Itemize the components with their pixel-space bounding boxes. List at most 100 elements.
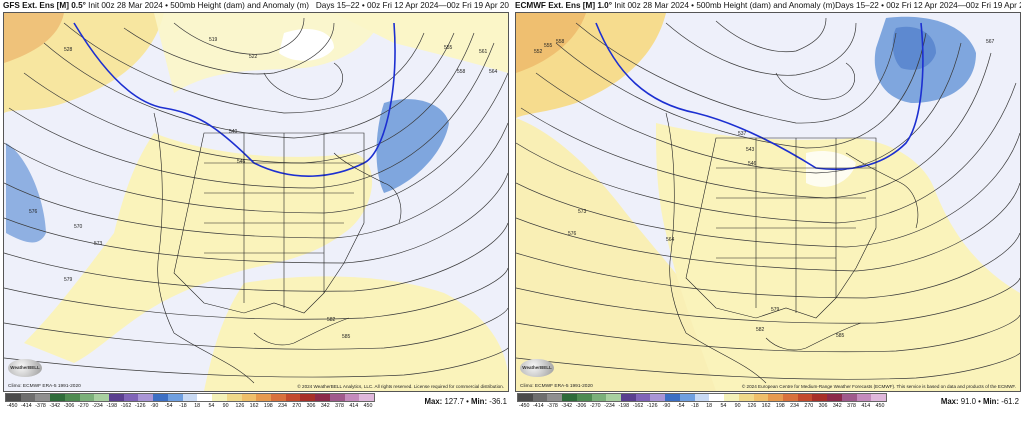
climo-note: Climo: ECMWF ERA-5 1991-2020 <box>520 384 593 389</box>
color-scale-label: -198 <box>618 403 630 409</box>
color-scale-bar <box>517 393 887 402</box>
contour-label: 570 <box>74 224 83 230</box>
color-scale-label: -270 <box>77 403 89 409</box>
color-swatch <box>650 394 666 401</box>
color-swatch <box>856 394 872 401</box>
color-swatch <box>827 394 842 401</box>
color-scale-label: 198 <box>263 403 273 409</box>
color-scale-label: 234 <box>790 403 799 409</box>
color-swatch <box>153 394 168 401</box>
color-swatch <box>109 394 124 401</box>
color-scale-label: 234 <box>278 403 287 409</box>
color-scale-label: -234 <box>92 403 103 409</box>
contour-label: 546 <box>748 161 757 167</box>
contour-label: 573 <box>578 209 587 215</box>
color-scale-label: -90 <box>150 403 159 409</box>
color-scale-label: 270 <box>804 403 814 409</box>
color-swatch <box>738 394 754 401</box>
gfs-panel: GFS Ext. Ens [M] 0.5° Init 00z 28 Mar 20… <box>3 0 509 421</box>
color-swatch <box>532 394 548 401</box>
color-swatch <box>871 394 886 401</box>
contour-label: 522 <box>249 54 258 60</box>
color-swatch <box>591 394 607 401</box>
color-scale: -450 -414 -378 -342 -306 -270 -234 -198 -162 -126… <box>517 393 887 409</box>
ecmwf-panel: ECMWF Ext. Ens [M] 1.0° Init 00z 28 Mar … <box>515 0 1021 421</box>
color-swatch <box>694 394 710 401</box>
color-swatch <box>724 394 739 401</box>
color-swatch <box>621 394 636 401</box>
contour-label: 543 <box>746 147 755 153</box>
contour-label: 579 <box>64 277 73 283</box>
contour-label: 585 <box>836 333 845 339</box>
color-scale-label: -126 <box>646 403 658 409</box>
contour-label: 576 <box>29 209 38 215</box>
color-swatch <box>547 394 563 401</box>
climo-note: Climo: ECMWF ERA-5 1991-2020 <box>8 384 81 389</box>
contour-label: 561 <box>479 49 488 55</box>
color-swatch <box>576 394 592 401</box>
color-scale-label: 162 <box>249 403 259 409</box>
color-scale-label: 306 <box>306 403 316 409</box>
color-swatch <box>679 394 695 401</box>
color-scale-label: 126 <box>235 403 245 409</box>
copyright-note: © 2024 European Centre for Medium-Range … <box>741 384 1016 389</box>
color-swatch <box>841 394 857 401</box>
weatherbell-logo: WeatherBELL <box>8 359 42 377</box>
color-scale-label: -54 <box>164 403 173 409</box>
color-scale: -450 -414 -378 -342 -306 -270 -234 -198 -162 -126… <box>5 393 375 409</box>
color-swatch <box>782 394 798 401</box>
copyright-note: © 2024 WeatherBELL Analytics, LLC. All r… <box>297 384 504 389</box>
color-swatch <box>256 394 271 401</box>
contour-label: 558 <box>457 69 466 75</box>
color-scale-label: 18 <box>706 403 713 409</box>
color-scale-label: -342 <box>49 403 61 409</box>
color-scale-labels: -450 -414 -378 -342 -306 -270 -234 -198 -162 -126… <box>5 403 375 409</box>
color-scale-label: -450 <box>518 403 530 409</box>
contour-label: 558 <box>556 39 565 45</box>
contour-label: 555 <box>544 43 553 49</box>
color-swatch <box>123 394 139 401</box>
color-scale-label: -306 <box>575 403 587 409</box>
color-scale-label: 378 <box>335 403 344 409</box>
color-swatch <box>6 394 21 401</box>
contour-label: 564 <box>489 69 498 75</box>
color-scale-label: -54 <box>676 403 685 409</box>
color-swatch <box>20 394 36 401</box>
contour-label: 567 <box>986 39 995 45</box>
color-swatch <box>812 394 828 401</box>
color-scale-label: -90 <box>662 403 671 409</box>
color-scale-label: 126 <box>747 403 757 409</box>
color-scale-label: 54 <box>208 403 215 409</box>
color-swatch <box>709 394 725 401</box>
color-scale-label: 450 <box>363 403 373 409</box>
color-scale-label: -270 <box>589 403 601 409</box>
color-swatch <box>167 394 183 401</box>
height-anomaly-map: 552 555 558 537 543 546 567 573 576 564 … <box>516 13 1020 391</box>
color-scale-label: 270 <box>292 403 302 409</box>
contour-label: 555 <box>444 45 453 51</box>
color-scale-label: -414 <box>21 403 32 409</box>
color-swatch <box>138 394 154 401</box>
color-scale-bar <box>5 393 375 402</box>
color-swatch <box>797 394 813 401</box>
color-swatch <box>518 394 533 401</box>
color-scale-label: -450 <box>6 403 18 409</box>
color-swatch <box>64 394 80 401</box>
color-swatch <box>768 394 783 401</box>
color-swatch <box>606 394 622 401</box>
color-scale-label: 342 <box>832 403 842 409</box>
color-scale-label: 90 <box>222 403 229 409</box>
contour-label: 546 <box>237 159 246 165</box>
color-scale-label: -18 <box>179 403 187 409</box>
color-swatch <box>182 394 198 401</box>
color-scale-label: 162 <box>761 403 771 409</box>
color-swatch <box>329 394 345 401</box>
color-scale-label: 450 <box>875 403 885 409</box>
color-swatch <box>212 394 227 401</box>
contour-label: 540 <box>229 129 238 135</box>
color-scale-labels: -450 -414 -378 -342 -306 -270 -234 -198 -162 -126… <box>517 403 887 409</box>
color-swatch <box>270 394 286 401</box>
contour-label: 573 <box>94 241 103 247</box>
color-scale-label: 18 <box>194 403 201 409</box>
color-scale-label: 306 <box>818 403 828 409</box>
